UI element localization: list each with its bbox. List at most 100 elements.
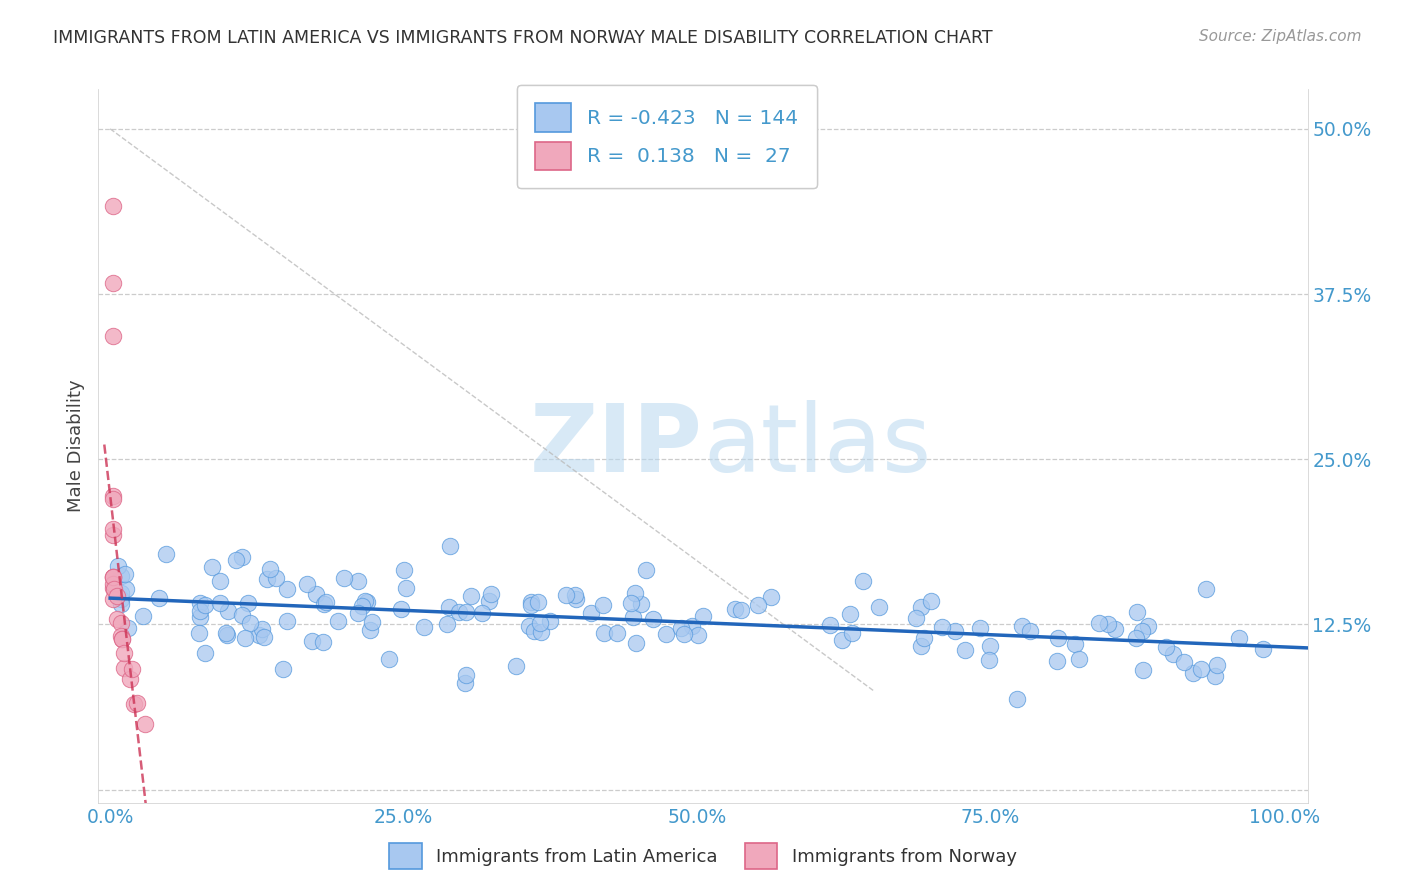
Point — [723, 602, 745, 616]
Point — [389, 602, 412, 616]
Point — [624, 636, 647, 650]
Point — [312, 634, 335, 648]
Point — [361, 615, 384, 630]
Point — [449, 605, 471, 619]
Point — [315, 595, 337, 609]
Point — [920, 594, 942, 608]
Point — [347, 574, 370, 588]
Point — [208, 596, 231, 610]
Point — [217, 604, 239, 618]
Point — [471, 606, 494, 620]
Point — [1204, 669, 1226, 683]
Point — [231, 550, 253, 565]
Point — [111, 632, 134, 646]
Point — [943, 624, 966, 638]
Point — [297, 576, 319, 591]
Point — [333, 571, 356, 585]
Point — [215, 626, 238, 640]
Text: IMMIGRANTS FROM LATIN AMERICA VS IMMIGRANTS FROM NORWAY MALE DISABILITY CORRELAT: IMMIGRANTS FROM LATIN AMERICA VS IMMIGRA… — [53, 29, 993, 46]
Point — [931, 620, 953, 634]
Point — [256, 572, 278, 586]
Point — [747, 599, 769, 613]
Point — [1189, 662, 1212, 676]
Point — [110, 585, 132, 599]
Point — [110, 615, 132, 630]
Point — [529, 615, 551, 630]
Point — [271, 661, 294, 675]
Point — [217, 628, 239, 642]
Point — [1251, 642, 1274, 657]
Point — [110, 569, 132, 583]
Point — [688, 628, 710, 642]
Legend: Immigrants from Latin America, Immigrants from Norway: Immigrants from Latin America, Immigrant… — [382, 836, 1024, 876]
Point — [117, 622, 139, 636]
Point — [620, 596, 643, 610]
Point — [673, 627, 696, 641]
Point — [1137, 619, 1160, 633]
Point — [1011, 618, 1033, 632]
Point — [314, 597, 336, 611]
Point — [231, 608, 253, 623]
Point — [523, 624, 546, 638]
Point — [239, 615, 262, 630]
Point — [238, 596, 260, 610]
Point — [581, 606, 603, 620]
Point — [730, 602, 752, 616]
Point — [233, 631, 256, 645]
Point — [305, 586, 328, 600]
Point — [759, 590, 782, 604]
Point — [1018, 624, 1040, 638]
Point — [641, 612, 664, 626]
Point — [118, 672, 141, 686]
Point — [413, 619, 436, 633]
Point — [831, 632, 853, 647]
Point — [209, 574, 232, 589]
Point — [131, 609, 153, 624]
Point — [356, 595, 378, 609]
Point — [979, 653, 1001, 667]
Point — [190, 609, 212, 624]
Point — [838, 607, 860, 621]
Point — [250, 622, 273, 636]
Point — [669, 621, 692, 635]
Point — [101, 328, 124, 343]
Point — [634, 563, 657, 577]
Point — [115, 582, 138, 597]
Point — [505, 659, 527, 673]
Point — [1205, 657, 1227, 672]
Point — [1132, 664, 1154, 678]
Point — [190, 596, 212, 610]
Point — [247, 627, 270, 641]
Point — [953, 643, 976, 657]
Point — [477, 593, 499, 607]
Point — [630, 597, 652, 611]
Text: ZIP: ZIP — [530, 400, 703, 492]
Point — [110, 592, 132, 607]
Point — [350, 599, 373, 614]
Point — [1154, 640, 1177, 655]
Point — [460, 589, 482, 603]
Point — [912, 631, 935, 645]
Point — [1069, 652, 1091, 666]
Point — [101, 276, 124, 290]
Point — [527, 595, 550, 609]
Legend: R = -0.423   N = 144, R =  0.138   N =  27: R = -0.423 N = 144, R = 0.138 N = 27 — [517, 85, 817, 188]
Point — [1064, 637, 1087, 651]
Point — [1229, 631, 1251, 645]
Point — [107, 559, 129, 574]
Point — [852, 574, 875, 588]
Point — [101, 492, 124, 507]
Point — [105, 589, 128, 603]
Point — [841, 626, 863, 640]
Point — [301, 633, 323, 648]
Point — [194, 599, 217, 613]
Point — [479, 587, 502, 601]
Point — [1130, 624, 1153, 638]
Point — [225, 553, 247, 567]
Point — [818, 618, 841, 632]
Point — [190, 604, 212, 618]
Point — [110, 629, 132, 643]
Point — [259, 562, 281, 576]
Point — [692, 609, 714, 624]
Point — [1173, 656, 1195, 670]
